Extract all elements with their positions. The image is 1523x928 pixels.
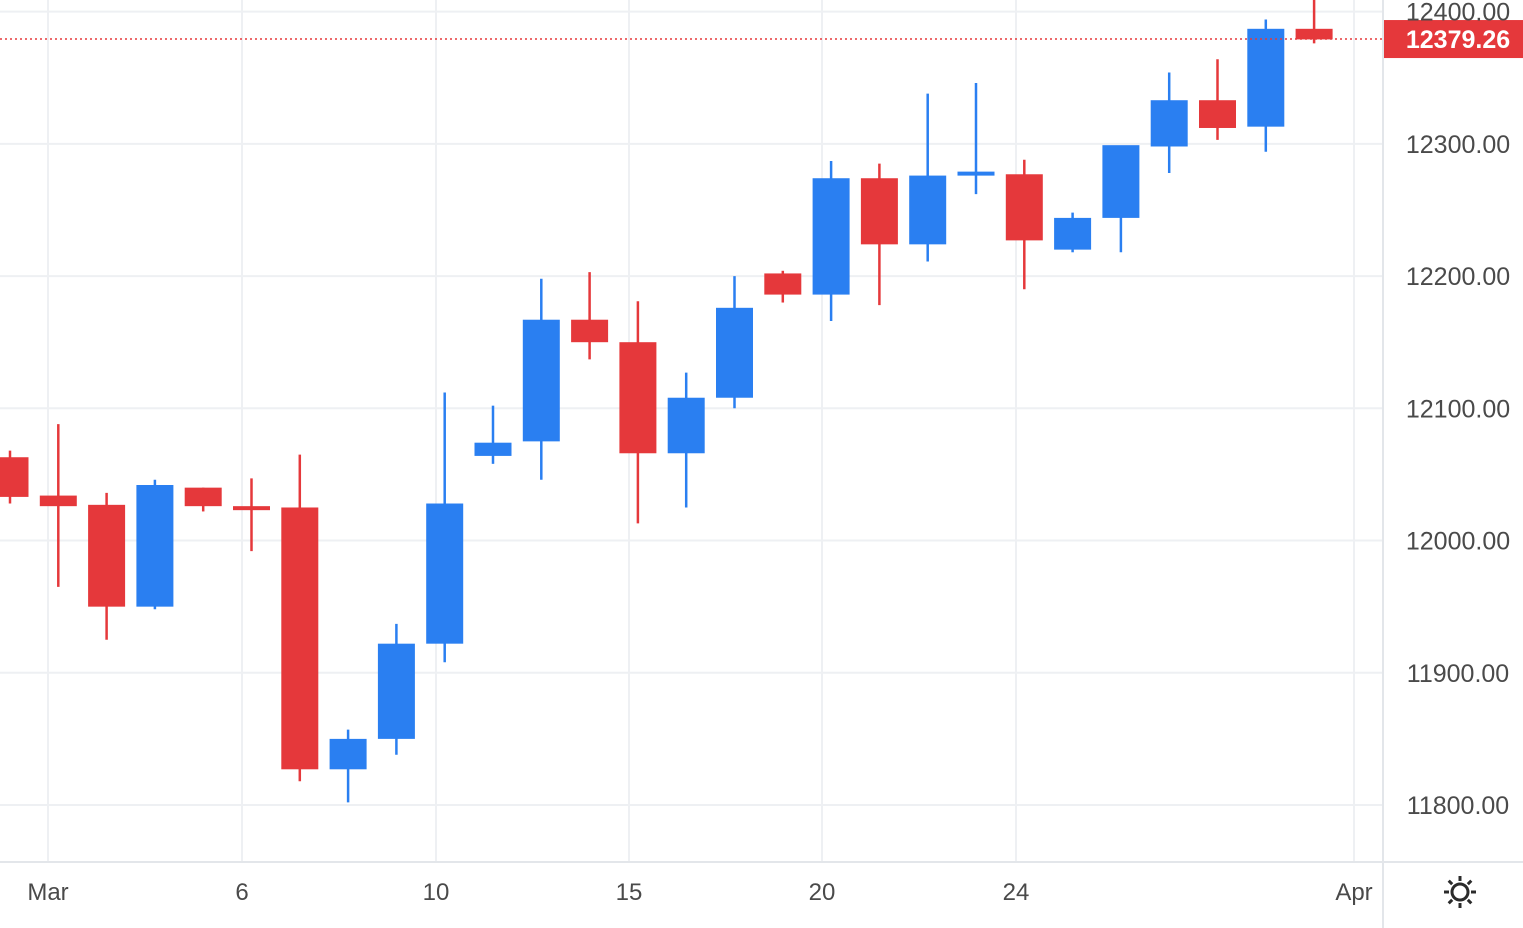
x-tick-label: 6 bbox=[235, 879, 248, 906]
candle-body bbox=[764, 273, 802, 295]
y-tick-label: 12400.00 bbox=[1406, 0, 1510, 27]
candle-body bbox=[571, 319, 609, 343]
settings-button[interactable] bbox=[1440, 872, 1480, 912]
candle-body bbox=[39, 495, 77, 507]
candle-body bbox=[0, 457, 29, 497]
x-tick-label: 20 bbox=[809, 879, 836, 906]
candle-body bbox=[426, 503, 464, 644]
candle-body bbox=[667, 397, 705, 454]
candle-body bbox=[329, 738, 367, 770]
last-price-label: 12379.26 bbox=[1406, 26, 1510, 54]
candle-body bbox=[812, 178, 850, 295]
candle-body bbox=[184, 487, 222, 507]
y-tick-label: 12100.00 bbox=[1406, 395, 1510, 423]
candle-body bbox=[909, 175, 947, 245]
candle-body bbox=[1199, 100, 1236, 128]
y-tick-label: 12300.00 bbox=[1406, 131, 1510, 159]
candle-body bbox=[619, 342, 657, 454]
gear-icon bbox=[1444, 876, 1476, 908]
candle-body bbox=[377, 643, 415, 739]
x-tick-label: 15 bbox=[616, 879, 643, 906]
candle-body bbox=[88, 504, 126, 607]
candle-body bbox=[1150, 100, 1188, 147]
candle-body bbox=[233, 506, 270, 511]
last-price-indicator: 12379.26 bbox=[0, 20, 1523, 59]
last-price-badge bbox=[1383, 20, 1523, 59]
candle-body bbox=[522, 319, 560, 442]
candle-body bbox=[281, 507, 319, 770]
grid bbox=[0, 0, 1383, 862]
y-tick-label: 11900.00 bbox=[1407, 660, 1509, 688]
y-tick-label: 12200.00 bbox=[1406, 263, 1510, 291]
candle-body bbox=[1102, 145, 1140, 218]
candles bbox=[0, 0, 1333, 803]
candle-body bbox=[1054, 217, 1092, 250]
candle-body bbox=[1247, 28, 1285, 127]
x-tick-label: Mar bbox=[27, 879, 68, 906]
y-tick-label: 11800.00 bbox=[1407, 792, 1509, 820]
x-tick-label: 10 bbox=[423, 879, 450, 906]
x-tick-label: Apr bbox=[1335, 879, 1372, 906]
candle-body bbox=[957, 171, 995, 176]
candle-body bbox=[474, 442, 512, 456]
y-tick-label: 12000.00 bbox=[1406, 528, 1510, 556]
candle-body bbox=[860, 178, 898, 245]
candle-body bbox=[716, 307, 753, 398]
candle-body bbox=[1005, 174, 1043, 241]
x-tick-label: 24 bbox=[1003, 879, 1030, 906]
candle-body bbox=[136, 485, 174, 607]
candle-body bbox=[1295, 28, 1333, 40]
